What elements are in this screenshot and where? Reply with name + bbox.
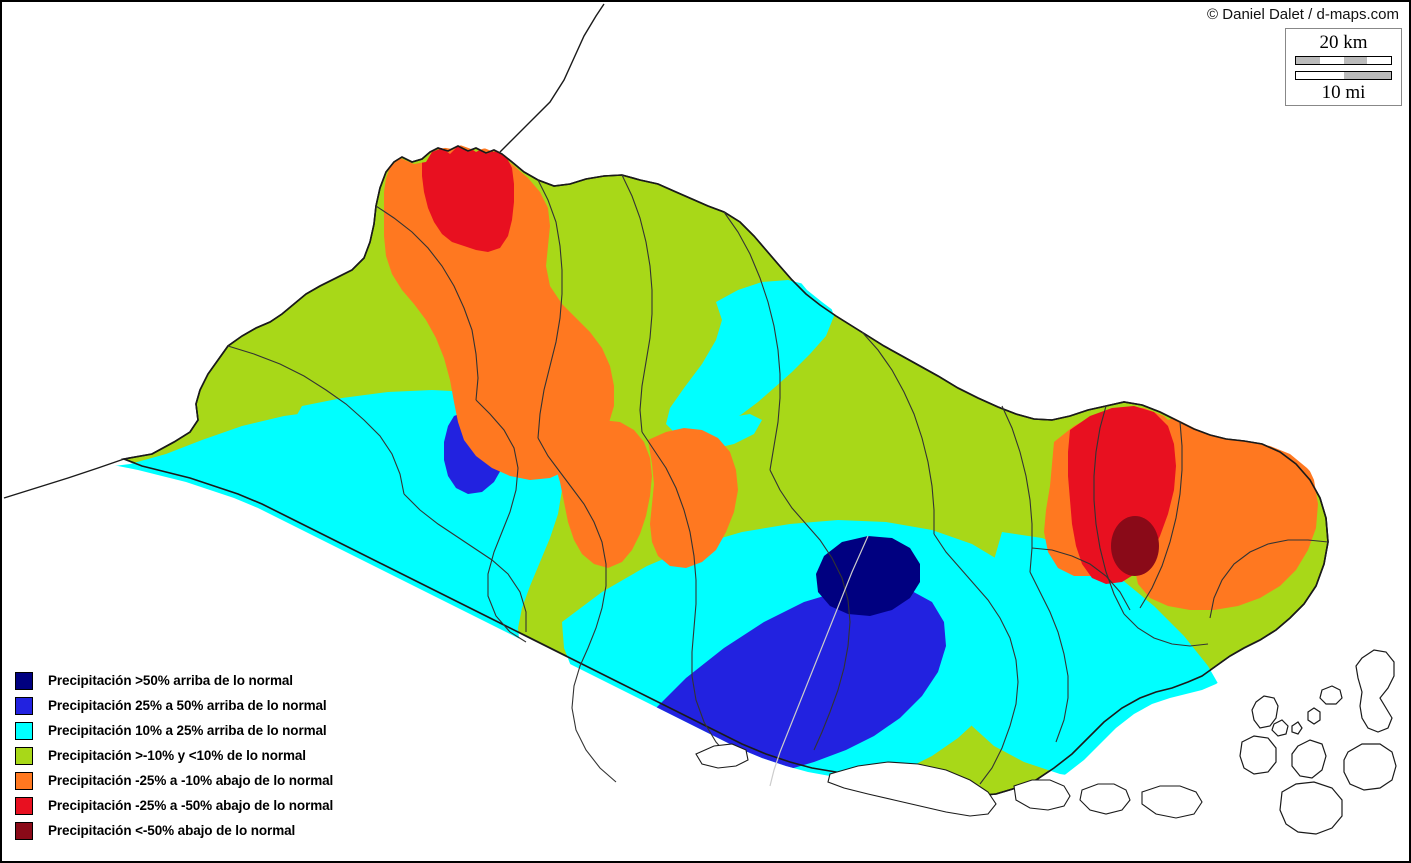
scale-km-segment xyxy=(1296,57,1320,64)
legend-swatch xyxy=(15,771,33,790)
coastal-lagoons xyxy=(695,743,1203,819)
scale-km-segment xyxy=(1343,57,1368,64)
scale-km-label: 20 km xyxy=(1319,32,1368,53)
region-orange-central-east xyxy=(648,428,738,568)
legend-item: Precipitación -25% a -50% abajo de lo no… xyxy=(15,793,415,818)
river-lempa xyxy=(769,535,869,787)
region-cyan-northeast-band xyxy=(666,280,834,436)
legend-swatch xyxy=(15,671,33,690)
legend-swatch xyxy=(15,696,33,715)
legend-swatch xyxy=(15,796,33,815)
legend-label: Precipitación 10% a 25% arriba de lo nor… xyxy=(48,723,327,738)
legend-label: Precipitación -25% a -50% abajo de lo no… xyxy=(48,798,334,813)
legend-label: Precipitación 25% a 50% arriba de lo nor… xyxy=(48,698,327,713)
region-red-north xyxy=(422,146,514,252)
scale-mi-segment xyxy=(1296,72,1344,79)
scale-mi-segment xyxy=(1343,72,1391,79)
legend-label: Precipitación <-50% abajo de lo normal xyxy=(48,823,296,838)
copyright-credit: © Daniel Dalet / d-maps.com xyxy=(1207,6,1399,23)
scale-km-segment xyxy=(1319,57,1344,64)
legend-swatch xyxy=(15,721,33,740)
border-extensions xyxy=(3,3,605,499)
region-darkred-east-core xyxy=(1111,516,1159,576)
legend-item: Precipitación >50% arriba de lo normal xyxy=(15,668,415,693)
legend-label: Precipitación >-10% y <10% de lo normal xyxy=(48,748,306,763)
gulf-islands xyxy=(1239,649,1397,835)
legend-item: Precipitación >-10% y <10% de lo normal xyxy=(15,743,415,768)
department-boundaries xyxy=(227,174,1329,785)
legend-swatch xyxy=(15,821,33,840)
legend-label: Precipitación >50% arriba de lo normal xyxy=(48,673,293,688)
scale-mi-bar xyxy=(1295,71,1392,80)
region-orange-central xyxy=(542,420,652,568)
scale-mi-label: 10 mi xyxy=(1321,82,1366,103)
legend-item: Precipitación <-50% abajo de lo normal xyxy=(15,818,415,843)
scale-km-bar xyxy=(1295,56,1392,65)
legend-item: Precipitación 10% a 25% arriba de lo nor… xyxy=(15,718,415,743)
scale-km-segment xyxy=(1367,57,1391,64)
legend-swatch xyxy=(15,746,33,765)
region-group-darkred xyxy=(1111,516,1159,576)
legend-item: Precipitación -25% a -10% abajo de lo no… xyxy=(15,768,415,793)
scale-bar: 20 km 10 mi xyxy=(1285,28,1402,106)
legend-item: Precipitación 25% a 50% arriba de lo nor… xyxy=(15,693,415,718)
legend: Precipitación >50% arriba de lo normal P… xyxy=(15,668,415,843)
legend-label: Precipitación -25% a -10% abajo de lo no… xyxy=(48,773,334,788)
